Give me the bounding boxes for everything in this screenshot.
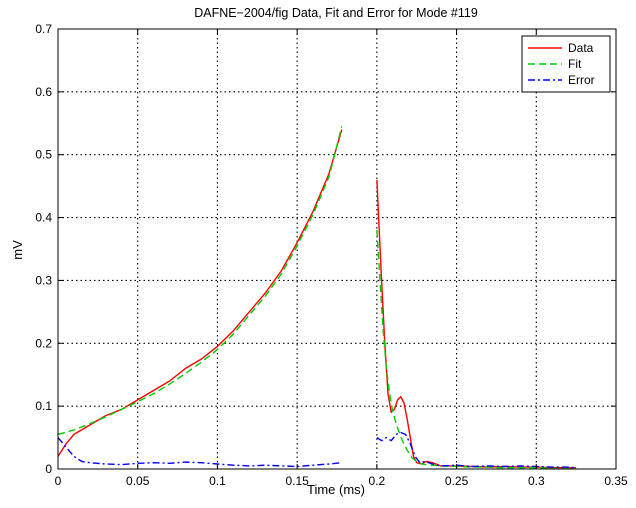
legend-label-fit: Fit [568, 57, 582, 71]
y-axis-label: mV [10, 240, 25, 260]
y-tick-label: 0.4 [35, 211, 52, 225]
x-tick-label: 0.35 [604, 474, 628, 488]
y-tick-label: 0.1 [35, 399, 52, 413]
y-tick-labels: 0 0.1 0.2 0.3 0.4 0.5 0.6 0.7 [35, 22, 52, 476]
x-tick-label: 0 [55, 474, 62, 488]
series-line-error [376, 431, 577, 469]
x-tick-label: 0.1 [209, 474, 226, 488]
series-data [57, 129, 577, 469]
y-tick-label: 0.7 [35, 22, 52, 36]
x-tick-label: 0.2 [369, 474, 386, 488]
y-tick-label: 0.3 [35, 273, 52, 287]
series-line-fit [57, 126, 343, 436]
x-tick-labels: 0 0.05 0.1 0.15 0.2 0.25 0.3 0.35 [55, 474, 628, 488]
x-tick-label: 0.3 [528, 474, 545, 488]
series-lines [57, 126, 577, 470]
plot-area [58, 29, 616, 469]
series-fit [57, 126, 577, 470]
x-tick-label: 0.15 [285, 474, 309, 488]
series-line-fit [376, 230, 577, 470]
y-tick-label: 0.2 [35, 336, 52, 350]
series-line-error [57, 437, 342, 468]
chart-title: DAFNE−2004/fig Data, Fit and Error for M… [194, 6, 478, 20]
series-error [57, 431, 577, 469]
y-tick-label: 0.6 [35, 85, 52, 99]
legend-box [521, 35, 611, 93]
legend: Data Fit Error [521, 35, 611, 93]
x-tick-label: 0.05 [126, 474, 150, 488]
plot-frame [57, 28, 617, 470]
legend-label-data: Data [568, 41, 594, 55]
x-tick-label: 0.25 [445, 474, 469, 488]
y-tick-label: 0.5 [35, 148, 52, 162]
x-axis-label: Time (ms) [307, 482, 365, 497]
axis-ticks [57, 28, 617, 470]
legend-label-error: Error [568, 73, 595, 87]
y-tick-label: 0 [45, 462, 52, 476]
series-line-data [57, 129, 343, 457]
series-line-data [376, 179, 577, 469]
